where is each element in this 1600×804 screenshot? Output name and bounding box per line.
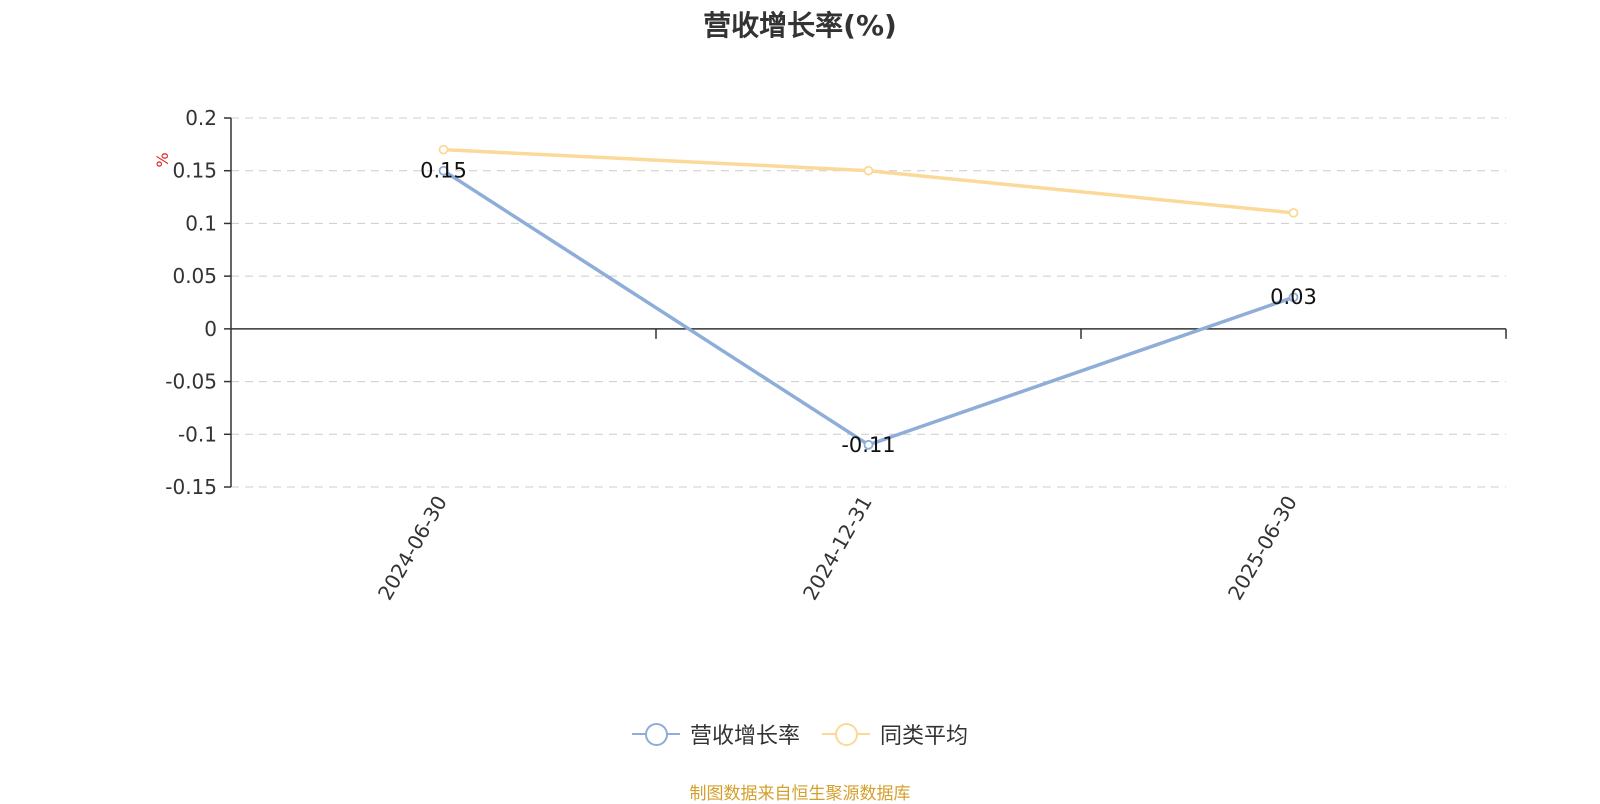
data-point — [1288, 292, 1299, 303]
y-tick-label: 0 — [204, 317, 217, 341]
legend-line-circle-icon — [631, 722, 680, 746]
legend-label: 营收增长率 — [689, 724, 800, 749]
y-tick-label: 0.1 — [185, 211, 217, 235]
data-labels: 0.15 -0.11 0.03 — [420, 159, 1317, 457]
y-axis-label: % — [153, 152, 172, 167]
y-tick-label: -0.05 — [165, 370, 217, 394]
x-tick-label: 2025-06-30 — [1223, 492, 1302, 605]
series-lines — [438, 144, 1299, 450]
data-point — [438, 165, 449, 176]
y-tick-label: -0.1 — [178, 422, 217, 446]
axes: 0.2 0.15 0.1 0.05 0 -0.05 -0.1 -0.15% 2024-06-30… — [153, 106, 1507, 605]
legend-line-circle-icon — [822, 722, 870, 746]
legend: 营收增长率 同类平均 — [0, 718, 1600, 750]
data-point — [438, 144, 449, 155]
y-tick-label: 0.15 — [172, 159, 217, 183]
data-point — [1288, 207, 1299, 218]
legend-item-series-2[interactable]: 同类平均 — [822, 718, 968, 750]
x-tick-label: 2024-12-31 — [798, 492, 877, 605]
data-label: -0.11 — [841, 433, 895, 457]
data-label: 0.15 — [420, 159, 467, 183]
y-tick-label: 0.2 — [185, 106, 217, 130]
y-tick-label: -0.15 — [165, 475, 217, 499]
data-point — [863, 165, 874, 176]
legend-item-series-1[interactable]: 营收增长率 — [631, 718, 800, 750]
series-line-2 — [441, 147, 1296, 215]
legend-label: 同类平均 — [880, 724, 969, 749]
x-tick-label: 2024-06-30 — [373, 492, 452, 605]
series-line-1 — [441, 168, 1296, 447]
y-tick-label: 0.05 — [172, 264, 217, 288]
source-note: 制图数据来自恒生聚源数据库 — [689, 784, 911, 804]
data-point — [863, 439, 874, 450]
chart-title: 营收增长率(%) — [703, 9, 897, 42]
data-label: 0.03 — [1270, 285, 1317, 309]
